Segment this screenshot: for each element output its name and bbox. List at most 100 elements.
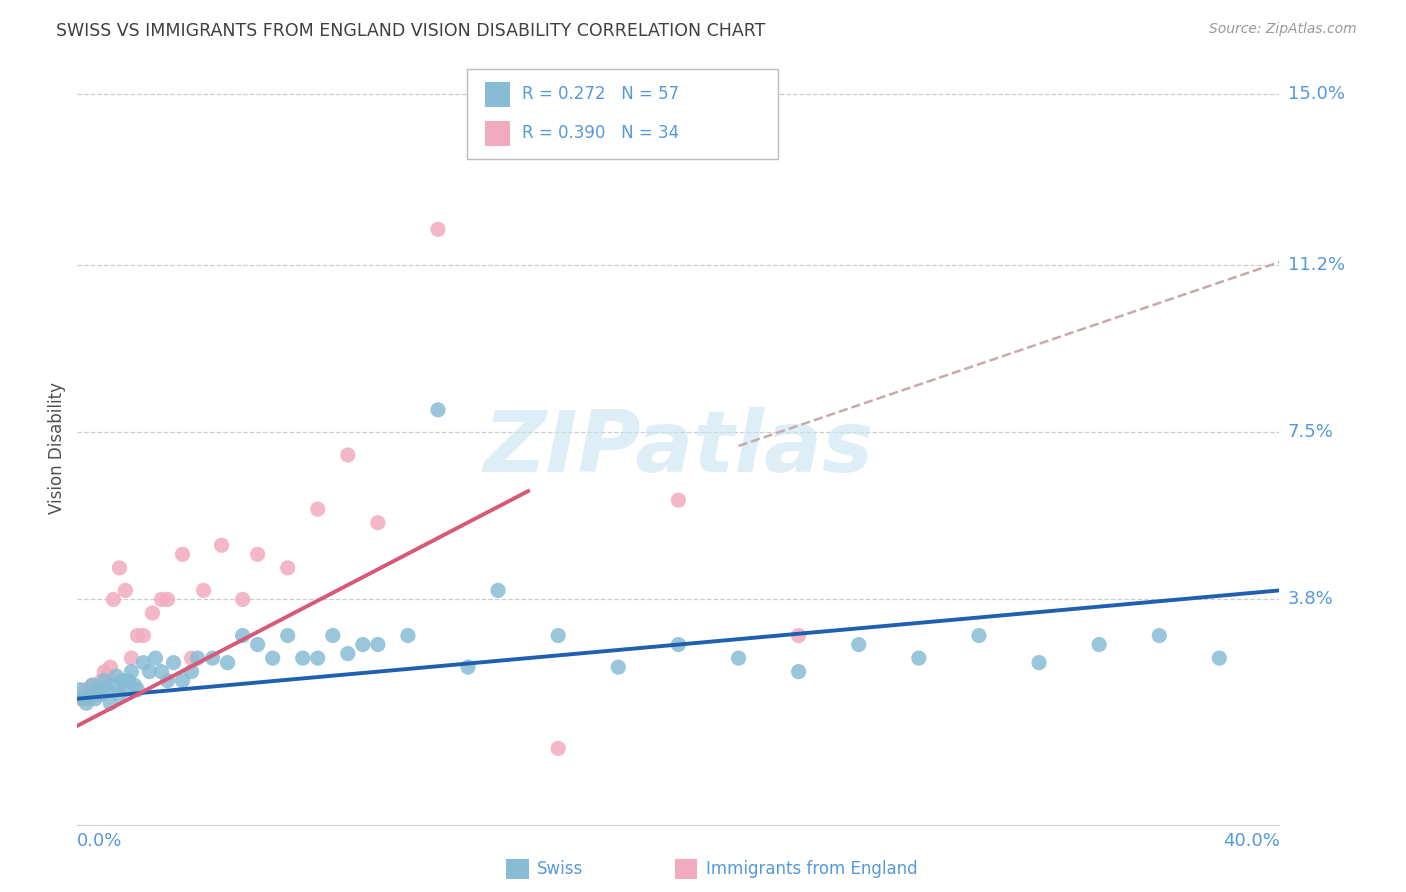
Point — [138, 665, 160, 679]
Point — [79, 687, 101, 701]
Point — [103, 592, 125, 607]
Point — [180, 665, 202, 679]
Point — [141, 606, 163, 620]
Point — [75, 696, 97, 710]
Point — [69, 691, 91, 706]
Point — [186, 651, 209, 665]
Point — [87, 682, 110, 697]
Text: SWISS VS IMMIGRANTS FROM ENGLAND VISION DISABILITY CORRELATION CHART: SWISS VS IMMIGRANTS FROM ENGLAND VISION … — [56, 22, 766, 40]
Point — [108, 561, 131, 575]
Point — [246, 547, 269, 561]
Point — [547, 741, 569, 756]
Point — [103, 678, 125, 692]
Text: Source: ZipAtlas.com: Source: ZipAtlas.com — [1209, 22, 1357, 37]
Point — [124, 678, 146, 692]
Point — [262, 651, 284, 665]
Point — [787, 628, 810, 642]
Point — [90, 673, 112, 688]
Point — [1208, 651, 1230, 665]
Point — [967, 628, 990, 642]
Point — [727, 651, 749, 665]
Point — [114, 583, 136, 598]
Point — [848, 638, 870, 652]
Point — [127, 628, 149, 642]
Point — [427, 222, 450, 236]
Point — [145, 651, 167, 665]
Point — [547, 628, 569, 642]
Point — [69, 682, 91, 697]
Point — [172, 673, 194, 688]
Point — [90, 687, 112, 701]
Point — [668, 638, 690, 652]
Text: 7.5%: 7.5% — [1288, 424, 1334, 442]
Point — [232, 628, 254, 642]
Point — [211, 538, 233, 552]
Y-axis label: Vision Disability: Vision Disability — [48, 383, 66, 514]
Point — [352, 638, 374, 652]
Point — [100, 696, 122, 710]
Point — [1028, 656, 1050, 670]
Point — [108, 687, 131, 701]
Point — [96, 669, 118, 683]
Point — [1088, 638, 1111, 652]
Point — [96, 682, 118, 697]
Text: ZIPatlas: ZIPatlas — [484, 407, 873, 490]
Point — [120, 665, 142, 679]
Point — [72, 691, 94, 706]
Text: 15.0%: 15.0% — [1288, 85, 1344, 103]
Point — [908, 651, 931, 665]
Point — [427, 402, 450, 417]
Point — [307, 502, 329, 516]
Point — [127, 682, 149, 697]
Point — [87, 687, 110, 701]
Point — [336, 647, 359, 661]
Point — [156, 592, 179, 607]
Point — [120, 651, 142, 665]
Point — [193, 583, 215, 598]
Point — [232, 592, 254, 607]
Point — [150, 665, 173, 679]
Point — [172, 547, 194, 561]
Point — [82, 678, 104, 692]
Point — [277, 561, 299, 575]
Point — [486, 583, 509, 598]
Point — [117, 673, 139, 688]
Point — [607, 660, 630, 674]
Point — [322, 628, 344, 642]
Point — [217, 656, 239, 670]
Text: Swiss: Swiss — [537, 860, 583, 878]
Point — [100, 660, 122, 674]
Point — [105, 669, 128, 683]
Text: 11.2%: 11.2% — [1288, 256, 1346, 275]
Point — [162, 656, 184, 670]
Point — [132, 628, 155, 642]
Point — [84, 691, 107, 706]
Point — [246, 638, 269, 652]
Text: 40.0%: 40.0% — [1223, 832, 1279, 850]
Point — [79, 691, 101, 706]
Point — [84, 682, 107, 697]
Text: R = 0.390   N = 34: R = 0.390 N = 34 — [522, 125, 679, 143]
Point — [180, 651, 202, 665]
Text: 0.0%: 0.0% — [77, 832, 122, 850]
Point — [336, 448, 359, 462]
Point — [114, 682, 136, 697]
Point — [150, 592, 173, 607]
Point — [1149, 628, 1171, 642]
Point — [396, 628, 419, 642]
Point — [72, 687, 94, 701]
Point — [457, 660, 479, 674]
Point — [367, 516, 389, 530]
Point — [201, 651, 224, 665]
Point — [156, 673, 179, 688]
Point — [93, 673, 115, 688]
Point — [367, 638, 389, 652]
Point — [93, 665, 115, 679]
Point — [75, 682, 97, 697]
Point — [291, 651, 314, 665]
Text: Immigrants from England: Immigrants from England — [706, 860, 918, 878]
Point — [787, 665, 810, 679]
Point — [307, 651, 329, 665]
Point — [668, 493, 690, 508]
Point — [132, 656, 155, 670]
